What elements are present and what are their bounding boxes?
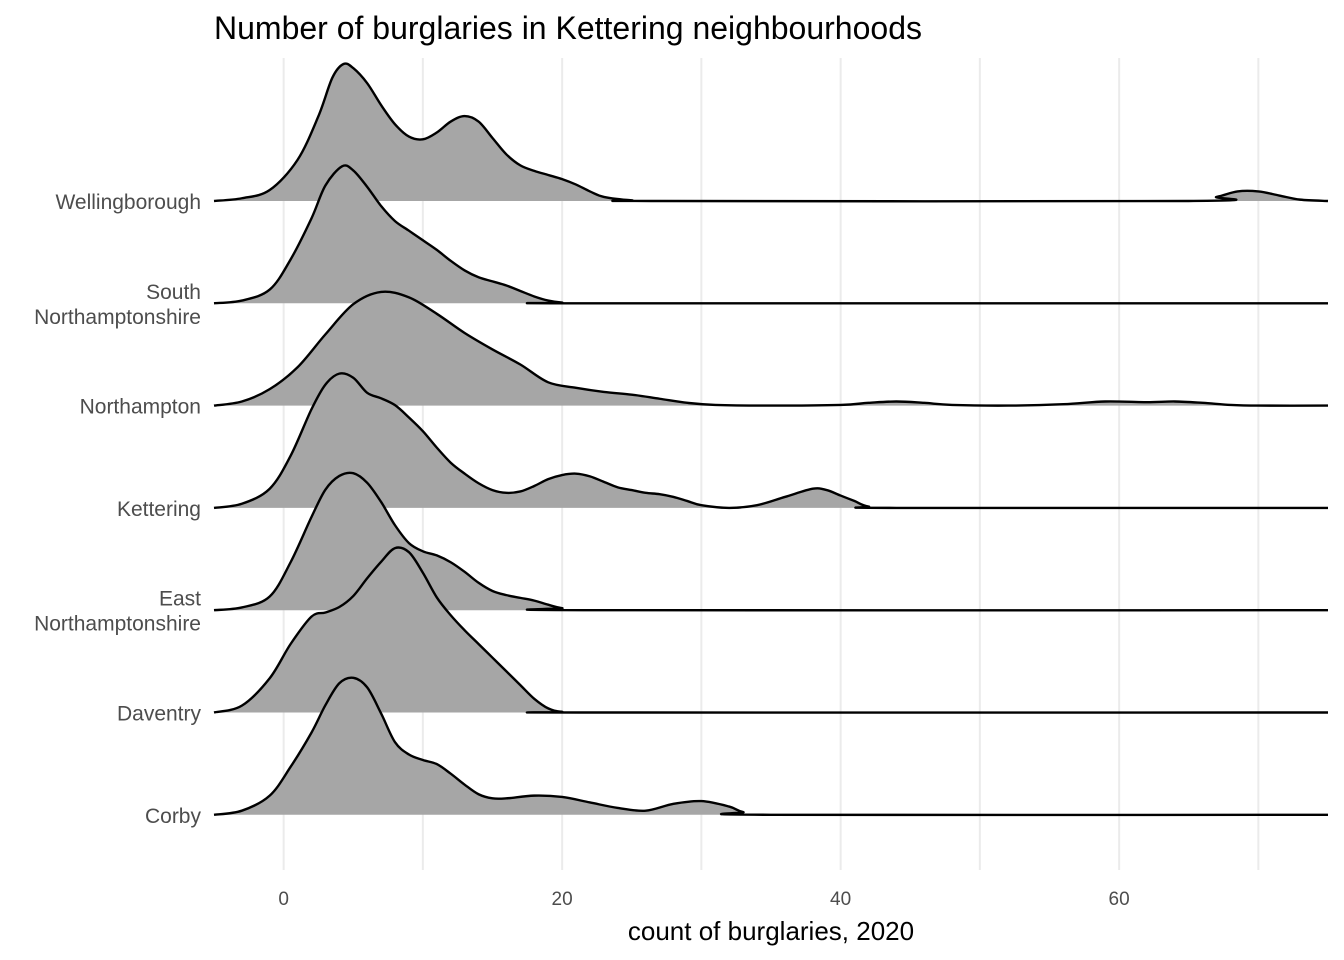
category-label-daventry: Daventry	[117, 703, 202, 726]
x-tick-label: 0	[278, 889, 289, 910]
category-label-corby: Corby	[145, 805, 202, 828]
ridge-line	[213, 62, 1329, 203]
ridge-line	[213, 676, 1329, 817]
ridge-line	[213, 290, 1329, 407]
ridge-line	[213, 546, 1329, 714]
ridge-line	[213, 471, 1329, 612]
ridge-wellingborough	[213, 62, 1329, 203]
ridge-fill	[214, 165, 1328, 304]
category-label-east-northamptonshire: East Northamptonshire	[34, 588, 201, 636]
category-label-line: Northamptonshire	[34, 613, 201, 636]
ridge-line	[213, 164, 1329, 305]
category-label-south-northamptonshire: South Northamptonshire	[34, 281, 201, 329]
x-tick-labels: 0 20 40 60	[278, 889, 1129, 910]
ridge-northampton	[213, 290, 1329, 407]
x-tick-label: 60	[1109, 889, 1130, 910]
ridge-fill	[214, 547, 1328, 713]
ridge-corby	[213, 676, 1329, 817]
category-label-kettering: Kettering	[117, 498, 201, 521]
ridge-fill	[214, 63, 1328, 202]
category-label-wellingborough: Wellingborough	[55, 191, 201, 214]
ridge-line	[213, 372, 1329, 510]
ridge-fill	[214, 291, 1328, 406]
category-label-northampton: Northampton	[80, 396, 201, 419]
ridge-daventry	[213, 546, 1329, 714]
ridge-south-northamptonshire	[213, 164, 1329, 305]
category-label-line: East	[159, 588, 201, 611]
category-label-line: South	[146, 281, 201, 304]
x-axis-title: count of burglaries, 2020	[628, 916, 914, 946]
chart-title: Number of burglaries in Kettering neighb…	[214, 10, 922, 46]
ridge-fill	[214, 677, 1328, 816]
x-tick-label: 40	[830, 889, 851, 910]
x-tick-label: 20	[552, 889, 573, 910]
ridges	[213, 62, 1329, 817]
category-label-line: Northamptonshire	[34, 306, 201, 329]
ridge-east-northamptonshire	[213, 471, 1329, 612]
ridge-fill	[214, 472, 1328, 611]
